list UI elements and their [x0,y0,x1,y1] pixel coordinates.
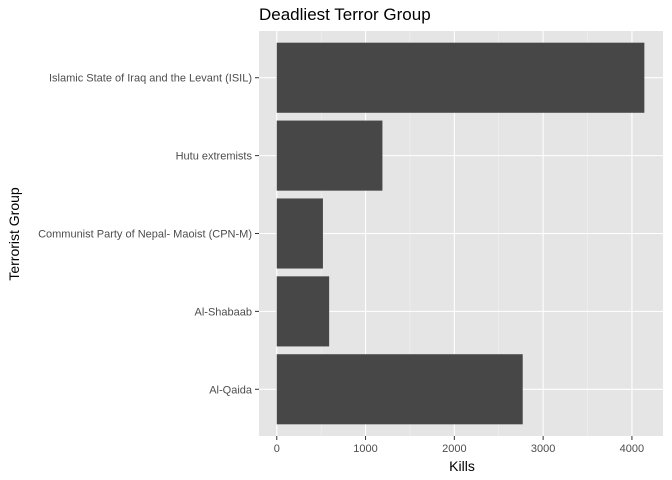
bar [276,42,645,113]
bar [276,120,383,191]
bar [276,198,323,269]
y-axis-title: Terrorist Group [6,187,22,281]
y-tick-label: Hutu extremists [176,151,253,163]
bar [276,276,330,347]
chart-title: Deadliest Terror Group [259,5,431,24]
x-tick-label: 3000 [531,443,555,455]
y-tick-label: Al-Qaida [209,384,253,396]
bar [276,354,523,425]
y-tick-label: Communist Party of Nepal- Maoist (CPN-M) [38,229,252,241]
y-axis: Islamic State of Iraq and the Levant (IS… [38,73,259,396]
y-tick-label: Al-Shabaab [195,306,253,318]
x-axis-title: Kills [449,458,475,474]
x-axis: 0 1000 2000 3000 4000 [274,436,644,455]
x-tick-label: 2000 [442,443,466,455]
x-tick-label: 0 [274,443,280,455]
x-tick-label: 1000 [353,443,377,455]
x-tick-label: 4000 [620,443,644,455]
bars [276,42,645,425]
y-tick-label: Islamic State of Iraq and the Levant (IS… [49,73,252,85]
